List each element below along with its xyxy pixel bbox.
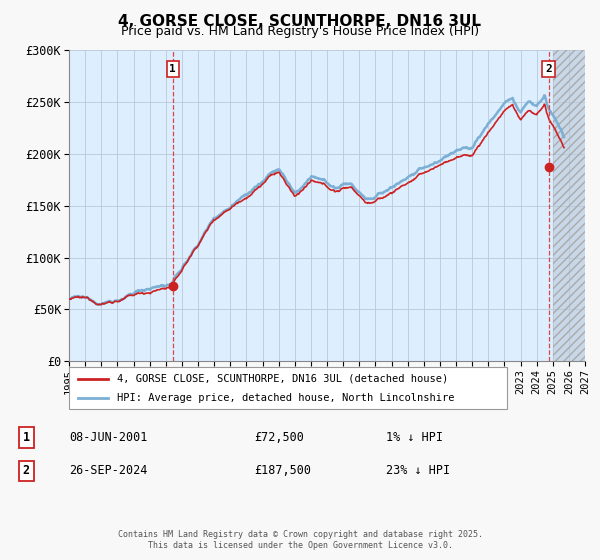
Text: £72,500: £72,500 (254, 431, 304, 444)
Bar (553, 50, 585, 361)
Text: 1% ↓ HPI: 1% ↓ HPI (386, 431, 443, 444)
Text: 1: 1 (23, 431, 30, 444)
FancyBboxPatch shape (69, 367, 507, 409)
Text: £187,500: £187,500 (254, 464, 311, 477)
Text: 08-JUN-2001: 08-JUN-2001 (70, 431, 148, 444)
Text: 2: 2 (23, 464, 30, 477)
Text: 1: 1 (169, 64, 176, 74)
Bar (553, 50, 585, 361)
Text: Price paid vs. HM Land Registry's House Price Index (HPI): Price paid vs. HM Land Registry's House … (121, 25, 479, 38)
Text: Contains HM Land Registry data © Crown copyright and database right 2025.: Contains HM Land Registry data © Crown c… (118, 530, 482, 539)
Text: 23% ↓ HPI: 23% ↓ HPI (386, 464, 451, 477)
Text: This data is licensed under the Open Government Licence v3.0.: This data is licensed under the Open Gov… (148, 541, 452, 550)
Text: 4, GORSE CLOSE, SCUNTHORPE, DN16 3UL (detached house): 4, GORSE CLOSE, SCUNTHORPE, DN16 3UL (de… (117, 374, 448, 384)
Text: 2: 2 (545, 64, 552, 74)
Text: 4, GORSE CLOSE, SCUNTHORPE, DN16 3UL: 4, GORSE CLOSE, SCUNTHORPE, DN16 3UL (119, 14, 482, 29)
Text: HPI: Average price, detached house, North Lincolnshire: HPI: Average price, detached house, Nort… (117, 393, 455, 403)
Text: 26-SEP-2024: 26-SEP-2024 (70, 464, 148, 477)
